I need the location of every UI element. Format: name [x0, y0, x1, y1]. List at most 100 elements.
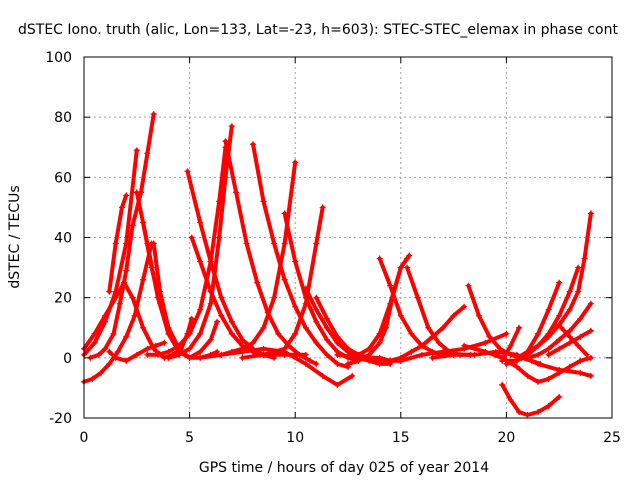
data-point	[228, 330, 235, 337]
data-point	[535, 378, 542, 385]
axis-ticks: 0 5 10 15 20 25 -20 0 20 40 60 80 100	[45, 50, 621, 446]
data-point	[116, 300, 123, 307]
data-point	[89, 375, 96, 382]
data-point	[334, 381, 341, 388]
data-point	[271, 294, 278, 301]
data-point	[150, 240, 157, 247]
data-point	[228, 318, 235, 325]
series-line-pass-15	[223, 139, 319, 366]
data-point	[499, 357, 506, 364]
data-point	[254, 279, 261, 286]
data-point	[144, 150, 151, 157]
data-point	[249, 141, 256, 148]
data-point	[319, 372, 326, 379]
data-point	[214, 318, 221, 325]
data-point	[408, 330, 415, 337]
data-point	[418, 351, 425, 358]
data-point	[545, 351, 552, 358]
data-point	[535, 330, 542, 337]
data-point	[281, 345, 288, 352]
data-point	[188, 315, 195, 322]
data-point	[587, 327, 594, 334]
data-point	[545, 345, 552, 352]
data-point	[222, 138, 229, 145]
data-point	[461, 342, 468, 349]
data-point	[575, 264, 582, 271]
data-point	[313, 306, 320, 313]
data-point	[418, 342, 425, 349]
data-point	[450, 351, 457, 358]
data-point	[524, 354, 531, 361]
data-point	[281, 240, 288, 247]
data-point	[406, 252, 413, 259]
data-point	[302, 324, 309, 331]
data-point	[383, 324, 390, 331]
data-point	[323, 315, 330, 322]
data-point	[186, 354, 193, 361]
data-point	[186, 345, 193, 352]
data-point	[233, 189, 240, 196]
y-tick-label: 0	[63, 351, 72, 367]
x-tick-label: 20	[497, 430, 515, 446]
data-point	[587, 372, 594, 379]
data-point	[492, 351, 499, 358]
data-point	[133, 351, 140, 358]
data-point	[102, 318, 109, 325]
data-point	[387, 300, 394, 307]
data-point	[106, 348, 113, 355]
series-group	[81, 111, 594, 418]
data-point	[482, 339, 489, 346]
data-point	[271, 240, 278, 247]
data-point	[566, 333, 573, 340]
data-point	[148, 264, 155, 271]
data-point	[197, 219, 204, 226]
data-point	[292, 303, 299, 310]
data-point	[197, 258, 204, 265]
data-point	[334, 333, 341, 340]
data-point	[106, 288, 113, 295]
data-point	[218, 351, 225, 358]
data-point	[260, 351, 267, 358]
data-point	[275, 330, 282, 337]
data-point	[91, 330, 98, 337]
data-point	[239, 354, 246, 361]
data-point	[152, 342, 159, 349]
data-point	[575, 288, 582, 295]
data-point	[513, 357, 520, 364]
data-point	[397, 312, 404, 319]
data-point	[507, 396, 514, 403]
data-point	[556, 321, 563, 328]
series-line-pass-05	[88, 112, 156, 360]
data-point	[323, 324, 330, 331]
data-point	[513, 363, 520, 370]
data-point	[102, 345, 109, 352]
data-point	[123, 333, 130, 340]
data-point	[161, 339, 168, 346]
data-point	[207, 258, 214, 265]
y-axis-label: dSTEC / TECUs	[7, 185, 23, 288]
data-point	[471, 351, 478, 358]
data-point	[376, 330, 383, 337]
data-point	[281, 276, 288, 283]
data-point	[323, 351, 330, 358]
data-point	[176, 342, 183, 349]
data-point	[440, 348, 447, 355]
data-point	[154, 351, 161, 358]
data-point	[188, 234, 195, 241]
data-point	[435, 339, 442, 346]
data-point	[486, 333, 493, 340]
data-point	[545, 375, 552, 382]
data-point	[144, 345, 151, 352]
data-point	[97, 369, 104, 376]
data-point	[429, 333, 436, 340]
data-point	[376, 255, 383, 262]
data-point	[556, 336, 563, 343]
data-point	[414, 294, 421, 301]
data-point	[429, 354, 436, 361]
data-point	[450, 312, 457, 319]
data-point	[260, 324, 267, 331]
data-point	[186, 330, 193, 337]
data-point	[545, 330, 552, 337]
data-point	[260, 198, 267, 205]
